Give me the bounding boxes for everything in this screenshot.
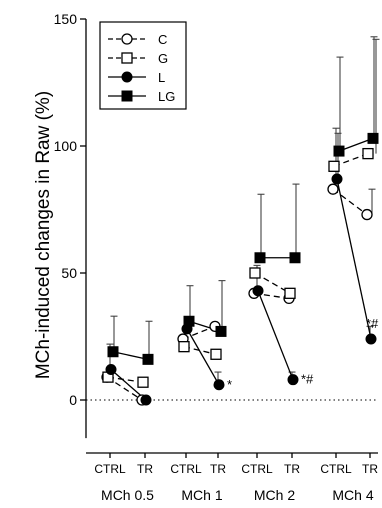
data-point-c xyxy=(361,208,373,221)
data-point-lg xyxy=(183,315,195,327)
group-label: MCh 4 xyxy=(332,487,373,503)
series-line xyxy=(338,137,374,152)
significance-mark: *# xyxy=(366,316,379,331)
legend-marker-g xyxy=(121,52,133,64)
series-line xyxy=(106,376,143,401)
data-point-lg xyxy=(215,325,227,337)
data-point-l xyxy=(331,173,343,185)
series-line xyxy=(254,272,291,294)
data-point-lg xyxy=(142,353,154,365)
x-tick-label: TR xyxy=(284,462,300,476)
y-tick-label: 50 xyxy=(61,265,77,281)
legend-marker-l xyxy=(121,71,133,83)
data-point-g xyxy=(284,287,296,299)
series-line xyxy=(257,290,294,380)
significance-mark: *# xyxy=(301,372,314,387)
data-point-g xyxy=(137,376,149,388)
series-line xyxy=(332,188,368,216)
data-point-l xyxy=(365,333,377,345)
group-label: MCh 2 xyxy=(254,487,295,503)
x-tick-label: CTRL xyxy=(170,462,202,476)
y-tick-label: 0 xyxy=(69,392,77,408)
x-tick-label: CTRL xyxy=(320,462,352,476)
data-point-l xyxy=(105,364,117,376)
series-line xyxy=(182,325,216,340)
data-point-g xyxy=(362,147,374,160)
data-point-g xyxy=(249,267,261,279)
legend-marker-lg xyxy=(121,90,133,102)
significance-mark: * xyxy=(227,377,232,392)
x-tick-label: TR xyxy=(137,462,153,476)
data-point-c xyxy=(327,183,339,195)
legend-label: G xyxy=(158,51,168,66)
series-line xyxy=(333,153,369,167)
data-point-g xyxy=(210,348,222,360)
y-axis-label: MCh-induced changes in Raw (%) xyxy=(33,91,54,379)
data-point-g xyxy=(178,341,190,353)
data-point-l xyxy=(213,379,225,391)
data-point-lg xyxy=(367,132,379,144)
legend-label: LG xyxy=(158,89,175,104)
series-line xyxy=(112,351,149,360)
y-tick-label: 150 xyxy=(54,11,78,27)
x-tick-label: CTRL xyxy=(241,462,273,476)
data-point-l xyxy=(252,285,264,297)
series-line xyxy=(107,376,144,383)
data-point-l xyxy=(287,374,299,386)
legend-label: C xyxy=(158,32,167,47)
x-tick-label: TR xyxy=(210,462,226,476)
data-point-lg xyxy=(254,252,266,264)
group-label: MCh 1 xyxy=(181,487,222,503)
data-point-g xyxy=(328,160,340,172)
data-point-lg xyxy=(107,346,119,358)
data-point-lg xyxy=(333,145,345,157)
legend-marker-c xyxy=(121,33,133,45)
group-label: MCh 0.5 xyxy=(101,487,154,503)
x-tick-label: CTRL xyxy=(94,462,126,476)
y-tick-label: 100 xyxy=(54,138,78,154)
data-point-lg xyxy=(289,252,301,264)
x-tick-label: TR xyxy=(362,462,378,476)
series-line xyxy=(186,328,220,386)
series-line xyxy=(336,178,372,340)
legend-box xyxy=(99,21,187,110)
legend-label: L xyxy=(158,70,165,85)
data-point-l xyxy=(140,394,152,406)
